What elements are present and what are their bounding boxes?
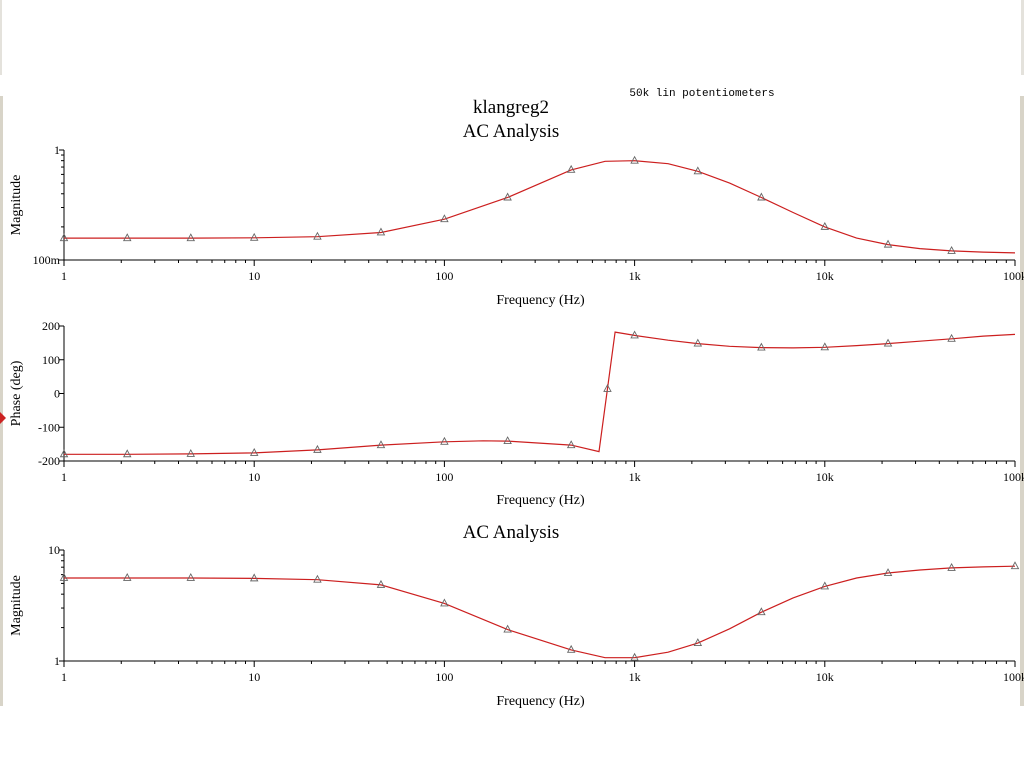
y-tick-label: 1 (54, 143, 60, 157)
data-point-marker (249, 447, 259, 456)
y-axis-label: Phase (deg) (9, 360, 24, 426)
y-tick-label: 200 (42, 319, 60, 333)
data-point-marker (820, 342, 830, 351)
x-tick-label: 10k (816, 269, 834, 283)
chart-title: AC Analysis (463, 522, 560, 543)
data-point-marker (313, 574, 322, 583)
x-tick-label: 1k (629, 470, 641, 484)
x-axis-label: Frequency (Hz) (496, 694, 585, 709)
window-frame-right (1020, 96, 1024, 706)
y-axis-label: Magnitude (9, 575, 24, 636)
data-point-marker (313, 231, 322, 240)
data-point-marker (603, 383, 612, 392)
data-point-marker (122, 573, 132, 581)
data-point-marker (630, 330, 639, 339)
x-tick-label: 1k (629, 269, 641, 283)
data-point-marker (566, 644, 576, 653)
data-point-marker (883, 338, 893, 347)
data-point-marker (693, 338, 703, 347)
data-point-marker (947, 333, 956, 342)
x-tick-label: 100 (435, 470, 453, 484)
x-axis-label: Frequency (Hz) (496, 293, 585, 308)
data-point-marker (186, 573, 196, 581)
x-tick-label: 1k (629, 670, 641, 684)
data-point-marker (630, 155, 639, 164)
data-point-marker (566, 164, 576, 173)
data-point-marker (503, 436, 512, 445)
data-point-marker (820, 581, 830, 590)
data-point-marker (249, 573, 259, 582)
data-point-marker (630, 652, 639, 661)
y-tick-label: 100 (42, 353, 60, 367)
y-tick-label: 10 (48, 543, 60, 557)
series-line (64, 565, 1016, 659)
data-point-marker (186, 233, 196, 242)
cursor-marker-icon[interactable] (0, 412, 6, 424)
data-point-marker (59, 233, 69, 242)
data-point-marker (376, 579, 386, 588)
data-point-marker (947, 562, 956, 571)
data-point-marker (1010, 561, 1020, 570)
series-line (64, 160, 1016, 254)
data-point-marker (947, 245, 956, 254)
y-axis-label: Magnitude (9, 175, 24, 236)
data-point-marker (757, 607, 766, 616)
data-point-marker (757, 192, 766, 201)
x-axis-label: Frequency (Hz) (496, 493, 585, 508)
x-tick-label: 1 (61, 670, 67, 684)
y-tick-label: -200 (38, 454, 60, 468)
window-frame-left (0, 96, 3, 706)
chart-2: 1 10 100 1k 10k 100k 200 100 0 -100 -200 Frequency … (9, 319, 1024, 508)
window-frame-left-top (0, 0, 2, 75)
data-point-marker (883, 568, 893, 576)
x-tick-label: 10 (248, 269, 260, 283)
x-tick-label: 100k (1003, 670, 1024, 684)
x-tick-label: 10k (816, 470, 834, 484)
data-point-marker (693, 638, 703, 647)
x-tick-label: 100 (435, 670, 453, 684)
data-point-marker (503, 624, 512, 633)
data-point-marker (566, 440, 576, 449)
circuit-title: klangreg2 (473, 97, 549, 118)
x-tick-label: 100k (1003, 269, 1024, 283)
y-tick-label: 100m (33, 253, 61, 267)
x-tick-label: 100k (1003, 470, 1024, 484)
x-tick-label: 100 (435, 269, 453, 283)
data-point-marker (757, 342, 766, 351)
data-point-marker (503, 192, 512, 201)
y-tick-label: -100 (38, 420, 60, 434)
x-tick-label: 10 (248, 470, 260, 484)
data-point-marker (59, 449, 69, 458)
x-tick-label: 10k (816, 670, 834, 684)
y-tick-label: 0 (54, 387, 60, 401)
data-point-marker (376, 227, 386, 236)
data-point-marker (313, 444, 322, 453)
data-point-marker (440, 598, 449, 607)
chart-title: AC Analysis (463, 121, 560, 142)
window-frame-right-top (1021, 0, 1024, 75)
data-point-marker (122, 233, 132, 242)
data-point-marker (820, 221, 830, 230)
data-point-marker (122, 449, 132, 458)
x-tick-label: 10 (248, 670, 260, 684)
data-point-marker (440, 214, 449, 223)
data-point-marker (440, 436, 449, 445)
series-line (64, 331, 1016, 455)
data-point-marker (693, 166, 703, 175)
data-point-marker (186, 448, 196, 457)
data-point-marker (249, 232, 259, 241)
y-tick-label: 1 (54, 654, 60, 668)
chart-3: 1 10 100 1k 10k 100k 10 1 AC Analysis Frequency (… (9, 522, 1024, 709)
x-tick-label: 1 (61, 470, 67, 484)
data-point-marker (883, 239, 893, 248)
data-point-marker (59, 573, 69, 581)
x-tick-label: 1 (61, 269, 67, 283)
circuit-note: 50k lin potentiometers (629, 88, 774, 100)
data-point-marker (376, 440, 386, 449)
